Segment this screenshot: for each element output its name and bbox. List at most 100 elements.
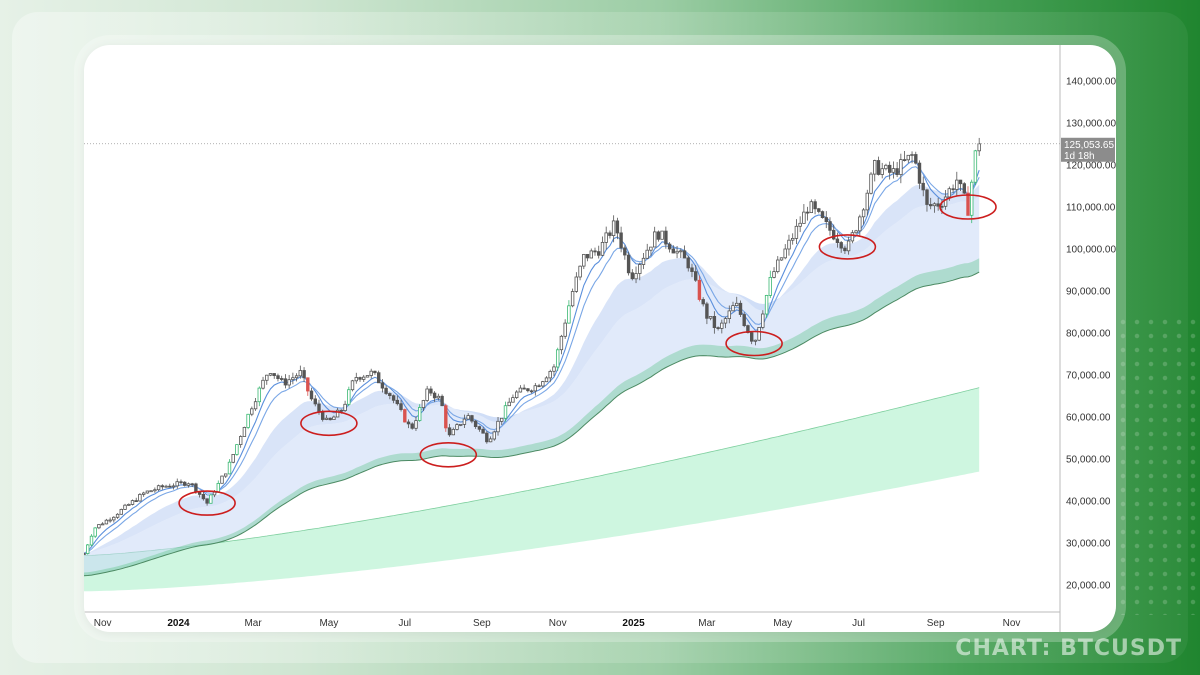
candle <box>156 484 161 492</box>
x-tick-label: Mar <box>244 618 262 629</box>
candle <box>417 404 422 422</box>
candle-body <box>421 400 426 408</box>
candle <box>414 416 418 431</box>
candle <box>649 246 653 256</box>
candle <box>201 491 206 501</box>
candle-body <box>470 415 474 422</box>
candle <box>466 413 470 420</box>
candle-body <box>645 249 649 259</box>
candle <box>436 393 440 401</box>
candle <box>552 364 556 377</box>
candle-body <box>638 264 642 274</box>
candle-body <box>970 181 974 216</box>
x-tick-label: 2024 <box>167 618 190 629</box>
candle <box>671 245 675 254</box>
candle-body <box>880 168 884 175</box>
candle-body <box>496 420 500 433</box>
candle-body <box>223 473 228 477</box>
candle <box>660 230 664 240</box>
candle <box>891 161 896 179</box>
y-tick-label: 80,000.00 <box>1066 329 1111 340</box>
candle <box>716 326 720 331</box>
candle <box>168 483 172 488</box>
candle-body <box>664 230 668 245</box>
candle <box>93 527 97 539</box>
candle-body <box>567 305 571 324</box>
candle-body <box>171 485 176 488</box>
candle-body <box>843 247 847 252</box>
candle-body <box>112 516 116 521</box>
candle-body <box>190 483 194 486</box>
candle <box>332 415 336 420</box>
candle <box>876 156 881 176</box>
candle <box>794 219 799 244</box>
candle <box>223 473 228 478</box>
candle <box>690 263 694 278</box>
candle <box>108 517 112 523</box>
candle-body <box>839 242 843 249</box>
ribbon-band-inner <box>84 184 980 554</box>
x-tick-label: Sep <box>473 618 491 629</box>
candle-body <box>723 318 728 324</box>
candle-body <box>298 370 302 377</box>
candle <box>641 252 646 270</box>
candle-body <box>175 481 179 487</box>
candle <box>750 330 754 345</box>
candle-body <box>653 231 657 248</box>
candle-body <box>373 370 377 374</box>
candle <box>350 379 355 392</box>
candle-body <box>458 423 463 426</box>
candle-body <box>746 325 750 334</box>
candle-body <box>537 385 541 388</box>
candle <box>541 380 545 388</box>
candle-body <box>358 377 362 380</box>
candle <box>753 339 758 346</box>
candle-body <box>742 314 746 327</box>
candle-body <box>499 417 504 422</box>
candle <box>447 423 452 437</box>
candle-body <box>511 397 515 403</box>
candle <box>787 234 791 256</box>
candle <box>496 417 500 436</box>
candle <box>955 171 959 196</box>
candle-body <box>212 491 217 496</box>
candle <box>279 375 284 382</box>
candle-body <box>902 159 907 161</box>
candle-body <box>861 209 866 218</box>
candle <box>589 248 593 259</box>
candle <box>544 376 549 383</box>
candle-body <box>451 428 455 436</box>
candle-body <box>138 493 142 502</box>
candle-body <box>716 327 720 330</box>
candle <box>100 522 105 526</box>
candle-body <box>231 453 235 463</box>
candle <box>403 408 407 423</box>
candle-body <box>466 415 470 420</box>
candle-body <box>183 481 187 486</box>
candle-body <box>731 305 735 312</box>
candle <box>608 230 612 239</box>
candle-body <box>485 432 489 443</box>
candle <box>626 251 631 276</box>
candle <box>604 226 608 250</box>
candle-body <box>835 238 840 243</box>
candle-body <box>824 217 828 223</box>
x-tick-label: Jul <box>398 618 411 629</box>
candle-body <box>626 254 631 274</box>
candle-body <box>265 374 269 381</box>
candle-body <box>447 427 452 436</box>
candle-body <box>914 154 918 164</box>
candle-body <box>690 267 694 272</box>
candle-body <box>279 378 284 380</box>
candle-body <box>600 241 605 256</box>
candle <box>89 534 94 547</box>
candle-body <box>384 387 388 394</box>
candle-body <box>503 405 508 419</box>
candle-body <box>429 388 433 394</box>
candle-body <box>854 230 858 234</box>
candle-body <box>951 188 955 191</box>
candle <box>865 189 869 216</box>
candle <box>127 503 131 506</box>
candle <box>559 334 564 355</box>
candle <box>932 202 937 213</box>
